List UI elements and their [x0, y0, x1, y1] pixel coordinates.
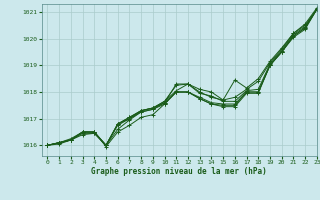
- X-axis label: Graphe pression niveau de la mer (hPa): Graphe pression niveau de la mer (hPa): [91, 167, 267, 176]
